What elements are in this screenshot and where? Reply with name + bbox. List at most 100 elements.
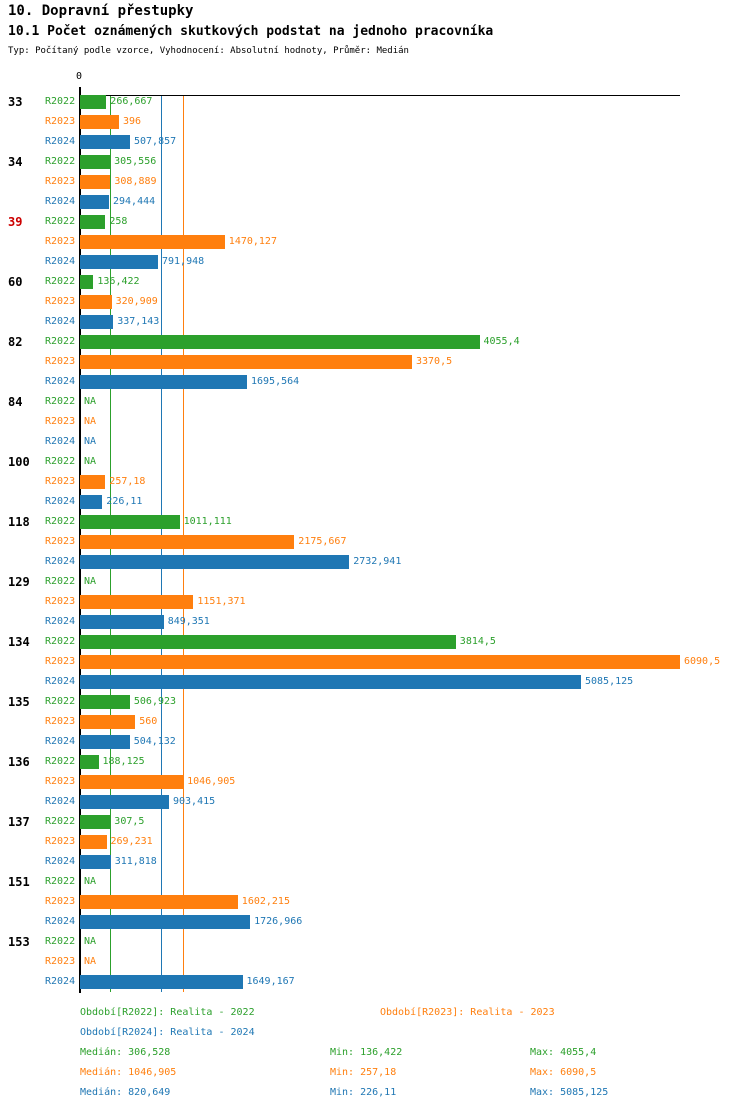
bar-row-118-r2022: R2022 1011,111 xyxy=(0,512,750,532)
value-label: 311,818 xyxy=(114,856,157,867)
bar-row-100-r2022: R2022 NA xyxy=(0,452,750,472)
category-label-60: 60 xyxy=(8,275,23,289)
value-label: NA xyxy=(84,436,97,447)
bar-33-r2023 xyxy=(80,115,119,129)
category-label-151: 151 xyxy=(8,875,30,889)
series-tick-label: R2022 xyxy=(45,696,76,707)
bar-row-82-r2023: R2023 3370,5 xyxy=(0,352,750,372)
bar-row-153-r2022: R2022 NA xyxy=(0,932,750,952)
bar-row-135-r2024: R2024 504,132 xyxy=(0,732,750,752)
value-label: 791,948 xyxy=(162,256,205,267)
value-label: 1470,127 xyxy=(228,236,277,247)
value-label: 1649,167 xyxy=(246,976,295,987)
bar-row-153-r2024: R2024 1649,167 xyxy=(0,972,750,992)
category-label-33: 33 xyxy=(8,95,23,109)
bar-row-82-r2024: R2024 1695,564 xyxy=(0,372,750,392)
series-tick-label: R2024 xyxy=(45,556,76,567)
value-label: NA xyxy=(84,396,97,407)
bar-151-r2023 xyxy=(80,895,238,909)
series-tick-label: R2023 xyxy=(45,296,76,307)
series-tick-label: R2024 xyxy=(45,916,76,927)
bar-row-84-r2022: R2022 NA xyxy=(0,392,750,412)
series-tick-label: R2023 xyxy=(45,236,76,247)
bar-137-r2022 xyxy=(80,815,111,829)
category-label-118: 118 xyxy=(8,515,30,529)
series-tick-label: R2023 xyxy=(45,956,76,967)
bar-row-153-r2023: R2023 NA xyxy=(0,952,750,972)
series-tick-label: R2022 xyxy=(45,276,76,287)
value-label: NA xyxy=(84,456,97,467)
value-label: NA xyxy=(84,956,97,967)
bar-row-134-r2022: R2022 3814,5 xyxy=(0,632,750,652)
stat-max-r2023: Max: 6090,5 xyxy=(530,1067,597,1078)
value-label: NA xyxy=(84,936,97,947)
bar-34-r2022 xyxy=(80,155,111,169)
bar-137-r2024 xyxy=(80,855,111,869)
series-tick-label: R2022 xyxy=(45,636,76,647)
bar-row-39-r2024: R2024 791,948 xyxy=(0,252,750,272)
bar-60-r2024 xyxy=(80,315,114,329)
series-tick-label: R2024 xyxy=(45,136,76,147)
bar-row-60-r2022: R2022 136,422 xyxy=(0,272,750,292)
bar-row-34-r2023: R2023 308,889 xyxy=(0,172,750,192)
bar-39-r2023 xyxy=(80,235,225,249)
value-label: 305,556 xyxy=(114,156,157,167)
value-label: 2732,941 xyxy=(353,556,402,567)
series-tick-label: R2023 xyxy=(45,536,76,547)
value-label: 1602,215 xyxy=(241,896,290,907)
bar-row-60-r2023: R2023 320,909 xyxy=(0,292,750,312)
bar-row-34-r2024: R2024 294,444 xyxy=(0,192,750,212)
category-label-135: 135 xyxy=(8,695,30,709)
value-label: 337,143 xyxy=(117,316,160,327)
value-label: NA xyxy=(84,876,97,887)
bar-row-137-r2022: R2022 307,5 xyxy=(0,812,750,832)
series-tick-label: R2022 xyxy=(45,456,76,467)
bar-135-r2024 xyxy=(80,735,130,749)
bar-137-r2023 xyxy=(80,835,107,849)
bar-153-r2024 xyxy=(80,975,243,989)
category-label-129: 129 xyxy=(8,575,30,589)
value-label: 507,857 xyxy=(134,136,177,147)
series-tick-label: R2024 xyxy=(45,676,76,687)
value-label: 257,18 xyxy=(109,476,146,487)
bar-82-r2022 xyxy=(80,335,480,349)
bar-row-82-r2022: R2022 4055,4 xyxy=(0,332,750,352)
series-tick-label: R2023 xyxy=(45,416,76,427)
value-label: 1011,111 xyxy=(183,516,232,527)
stat-median-r2023: Medián: 1046,905 xyxy=(80,1067,177,1078)
bar-60-r2023 xyxy=(80,295,112,309)
value-label: 269,231 xyxy=(110,836,153,847)
bar-151-r2024 xyxy=(80,915,251,929)
category-label-153: 153 xyxy=(8,935,30,949)
bar-136-r2023 xyxy=(80,775,184,789)
series-tick-label: R2023 xyxy=(45,896,76,907)
category-label-134: 134 xyxy=(8,635,30,649)
bar-row-134-r2024: R2024 5085,125 xyxy=(0,672,750,692)
value-label: 3370,5 xyxy=(416,356,453,367)
bar-row-136-r2024: R2024 903,415 xyxy=(0,792,750,812)
bar-134-r2024 xyxy=(80,675,581,689)
value-label: 849,351 xyxy=(167,616,210,627)
bar-129-r2023 xyxy=(80,595,194,609)
bar-row-100-r2023: R2023 257,18 xyxy=(0,472,750,492)
series-tick-label: R2022 xyxy=(45,936,76,947)
series-tick-label: R2022 xyxy=(45,516,76,527)
series-tick-label: R2022 xyxy=(45,156,76,167)
value-label: 506,923 xyxy=(133,696,177,707)
bar-82-r2024 xyxy=(80,375,247,389)
value-label: 2175,667 xyxy=(298,536,347,547)
bar-60-r2022 xyxy=(80,275,94,289)
bar-row-136-r2023: R2023 1046,905 xyxy=(0,772,750,792)
bar-row-33-r2022: R2022 266,667 xyxy=(0,92,750,112)
series-tick-label: R2023 xyxy=(45,116,76,127)
bar-row-135-r2022: R2022 506,923 xyxy=(0,692,750,712)
bar-39-r2022 xyxy=(80,215,106,229)
series-tick-label: R2024 xyxy=(45,736,76,747)
series-tick-label: R2024 xyxy=(45,496,76,507)
bar-82-r2023 xyxy=(80,355,412,369)
bar-row-39-r2023: R2023 1470,127 xyxy=(0,232,750,252)
value-label: 308,889 xyxy=(114,176,157,187)
series-tick-label: R2023 xyxy=(45,776,76,787)
category-label-136: 136 xyxy=(8,755,30,769)
